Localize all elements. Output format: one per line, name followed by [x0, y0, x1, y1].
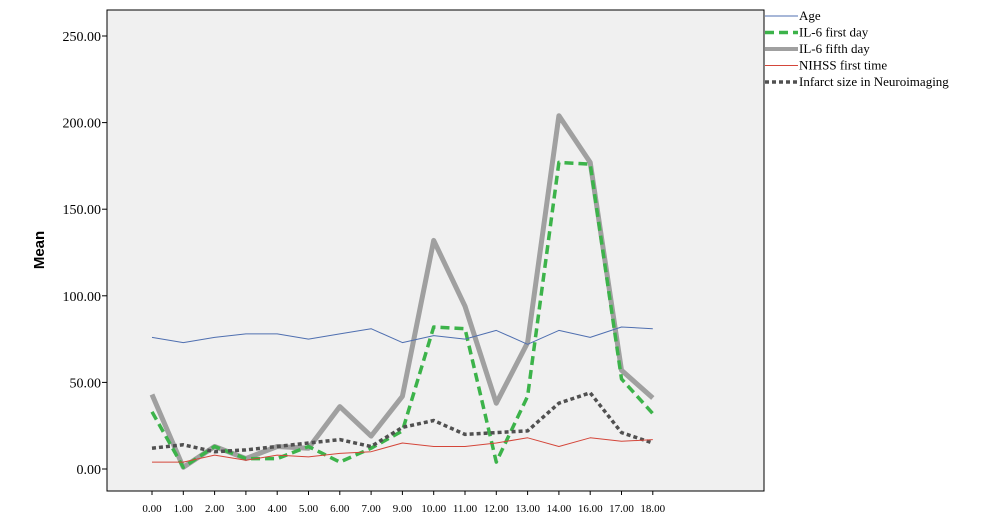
- series-line-nihss-first-time: [152, 437, 653, 463]
- y-tick-label: 200.00: [63, 117, 102, 132]
- x-tick-label: 17.00: [609, 503, 634, 515]
- series-layer: [149, 113, 655, 470]
- series-line-il-6-first-day: [150, 160, 655, 470]
- series-line-il-6-fifth-day: [149, 113, 655, 470]
- series-line-age: [151, 326, 653, 345]
- x-tick-label: 12.00: [484, 503, 509, 515]
- x-tick-label: 9.00: [393, 503, 413, 515]
- x-tick-label: 6.00: [330, 503, 350, 515]
- plot-area: [106, 9, 765, 492]
- x-tick-label: 5.00: [299, 503, 319, 515]
- y-axis: 0.00 50.00 100.00 150.00 200.00 250.00: [63, 30, 107, 478]
- x-tick-label: 4.00: [268, 503, 288, 515]
- x-tick-label: 2.00: [205, 503, 225, 515]
- x-tick-label: 10.00: [421, 503, 446, 515]
- x-tick-label: 11.00: [453, 503, 478, 515]
- x-tick-label: 13.00: [515, 503, 540, 515]
- x-tick-label: 0.00: [142, 503, 162, 515]
- y-tick-label: 0.00: [77, 463, 102, 478]
- x-tick-label: 16.00: [578, 503, 603, 515]
- y-tick-label: 50.00: [70, 376, 102, 391]
- legend-label: IL-6 fifth day: [799, 41, 870, 56]
- series-line-infarct-size-in-neuroimaging: [151, 391, 654, 454]
- legend-label: Age: [799, 8, 821, 23]
- y-axis-label: Mean: [31, 231, 48, 269]
- x-tick-label: 1.00: [174, 503, 194, 515]
- legend-label: IL-6 first day: [799, 25, 869, 40]
- x-tick-label: 14.00: [547, 503, 572, 515]
- legend-label: Infarct size in Neuroimaging: [799, 74, 949, 89]
- x-axis: 0.00 1.00 2.00 3.00 4.00 5.00 6.00 7.00 9.00 10.0…: [142, 491, 666, 515]
- legend-label: NIHSS first time: [799, 58, 887, 73]
- y-tick-label: 100.00: [63, 290, 102, 305]
- x-tick-label: 18.00: [640, 503, 665, 515]
- x-tick-label: 7.00: [361, 503, 381, 515]
- x-tick-label: 3.00: [236, 503, 256, 515]
- y-tick-label: 150.00: [63, 203, 102, 218]
- y-tick-label: 250.00: [63, 30, 102, 45]
